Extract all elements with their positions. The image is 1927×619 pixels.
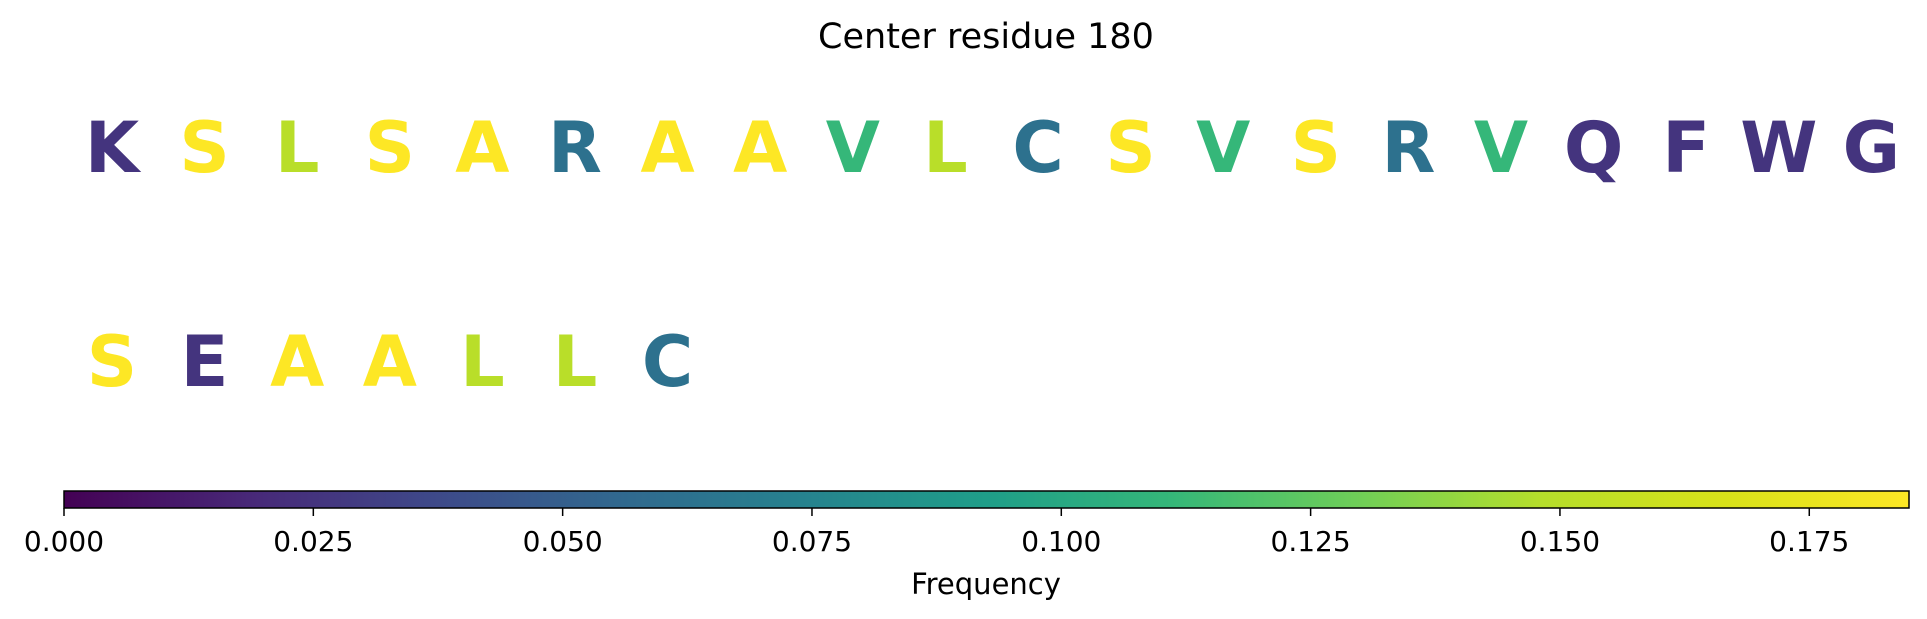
residue-letter: R xyxy=(548,107,602,189)
residue-letter: S xyxy=(1291,107,1341,189)
residue-letter: S xyxy=(365,107,415,189)
residue-letter: W xyxy=(1740,107,1817,189)
residue-letter: A xyxy=(363,321,417,403)
residue-letter: L xyxy=(275,107,320,189)
residue-letter: F xyxy=(1662,107,1710,189)
residue-letter: V xyxy=(826,107,880,189)
residue-letter: A xyxy=(455,107,509,189)
colorbar-tick-label: 0.175 xyxy=(1769,525,1849,558)
residue-letter: R xyxy=(1381,107,1435,189)
colorbar-label: Frequency xyxy=(911,567,1061,601)
residue-letter: A xyxy=(270,321,324,403)
residue-letter: S xyxy=(87,321,137,403)
colorbar-tick-label: 0.100 xyxy=(1021,525,1101,558)
colorbar-tick-label: 0.050 xyxy=(523,525,603,558)
residue-letter: K xyxy=(85,107,142,189)
residue-letter: L xyxy=(460,321,505,403)
residue-letter: G xyxy=(1843,107,1900,189)
colorbar-tick-label: 0.125 xyxy=(1271,525,1351,558)
colorbar xyxy=(63,490,1910,509)
residue-letter: C xyxy=(642,321,693,403)
residue-letter: V xyxy=(1474,107,1528,189)
residue-letters: K S L S A R A A V L C S V S R V Q F W GS E A A L L C xyxy=(85,107,1900,403)
colorbar-tick-label: 0.150 xyxy=(1520,525,1600,558)
residue-letter: C xyxy=(1012,107,1063,189)
colorbar-tick-label: 0.025 xyxy=(273,525,353,558)
chart-title: Center residue 180 xyxy=(818,17,1154,57)
colorbar-tick-label: 0.075 xyxy=(772,525,852,558)
residue-letter: E xyxy=(181,321,229,403)
colorbar-tick-label: 0.000 xyxy=(24,525,104,558)
residue-letter: A xyxy=(641,107,695,189)
residue-letter: Q xyxy=(1564,107,1624,189)
residue-letter: S xyxy=(179,107,229,189)
residue-letter: L xyxy=(923,107,968,189)
residue-letter: V xyxy=(1196,107,1250,189)
colorbar-axis: 0.000 0.025 0.050 0.075 0.100 0.125 0.150 0.175 xyxy=(24,508,1849,558)
residue-letter: L xyxy=(553,321,598,403)
residue-letter: S xyxy=(1105,107,1155,189)
residue-letter: A xyxy=(733,107,787,189)
